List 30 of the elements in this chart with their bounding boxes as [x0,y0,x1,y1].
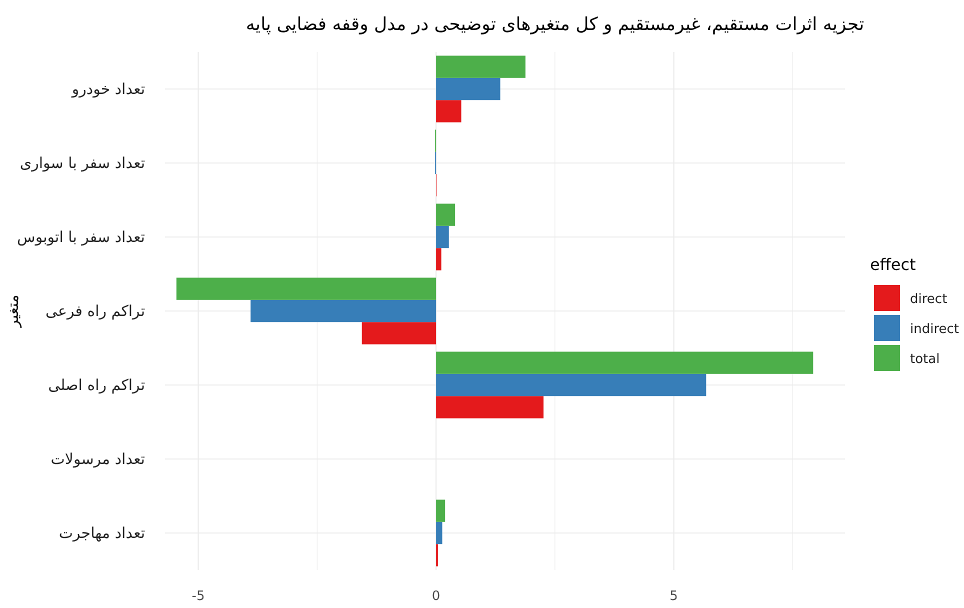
x-tick-label: -5 [192,589,205,604]
y-tick-label: تعداد مرسولات [50,450,145,468]
y-tick-label: تعداد مهاجرت [58,524,145,542]
bar [436,396,544,418]
y-tick-label: تراکم راه فرعی [46,302,145,320]
legend-label: total [910,352,940,367]
bar [250,300,436,322]
y-axis-title: متغیر [4,294,22,328]
x-tick-label: 5 [670,589,678,604]
bar [436,100,462,122]
x-tick-label: 0 [432,589,440,604]
bar [362,322,436,344]
bar [436,78,500,100]
y-tick-label: تعداد سفر با سواری [20,154,145,172]
bar [176,278,436,300]
y-tick-label: تعداد سفر با اتوبوس [17,228,145,246]
y-tick-label: تعداد خودرو [70,80,145,98]
bar [436,374,706,396]
legend-label: direct [910,292,948,307]
chart-title: تجزیه اثرات مستقیم، غیرمستقیم و کل متغیرهای توضیحی در مدل وقفه فضایی پایه [246,14,864,35]
bar [436,204,456,226]
bar [436,226,449,248]
legend-label: indirect [910,322,960,337]
legend-title: effect [870,255,916,274]
bar [436,56,526,78]
y-tick-label: تراکم راه اصلی [48,376,145,394]
bar [436,352,814,374]
bar [436,500,446,522]
bar [436,248,442,270]
bar [436,522,442,544]
